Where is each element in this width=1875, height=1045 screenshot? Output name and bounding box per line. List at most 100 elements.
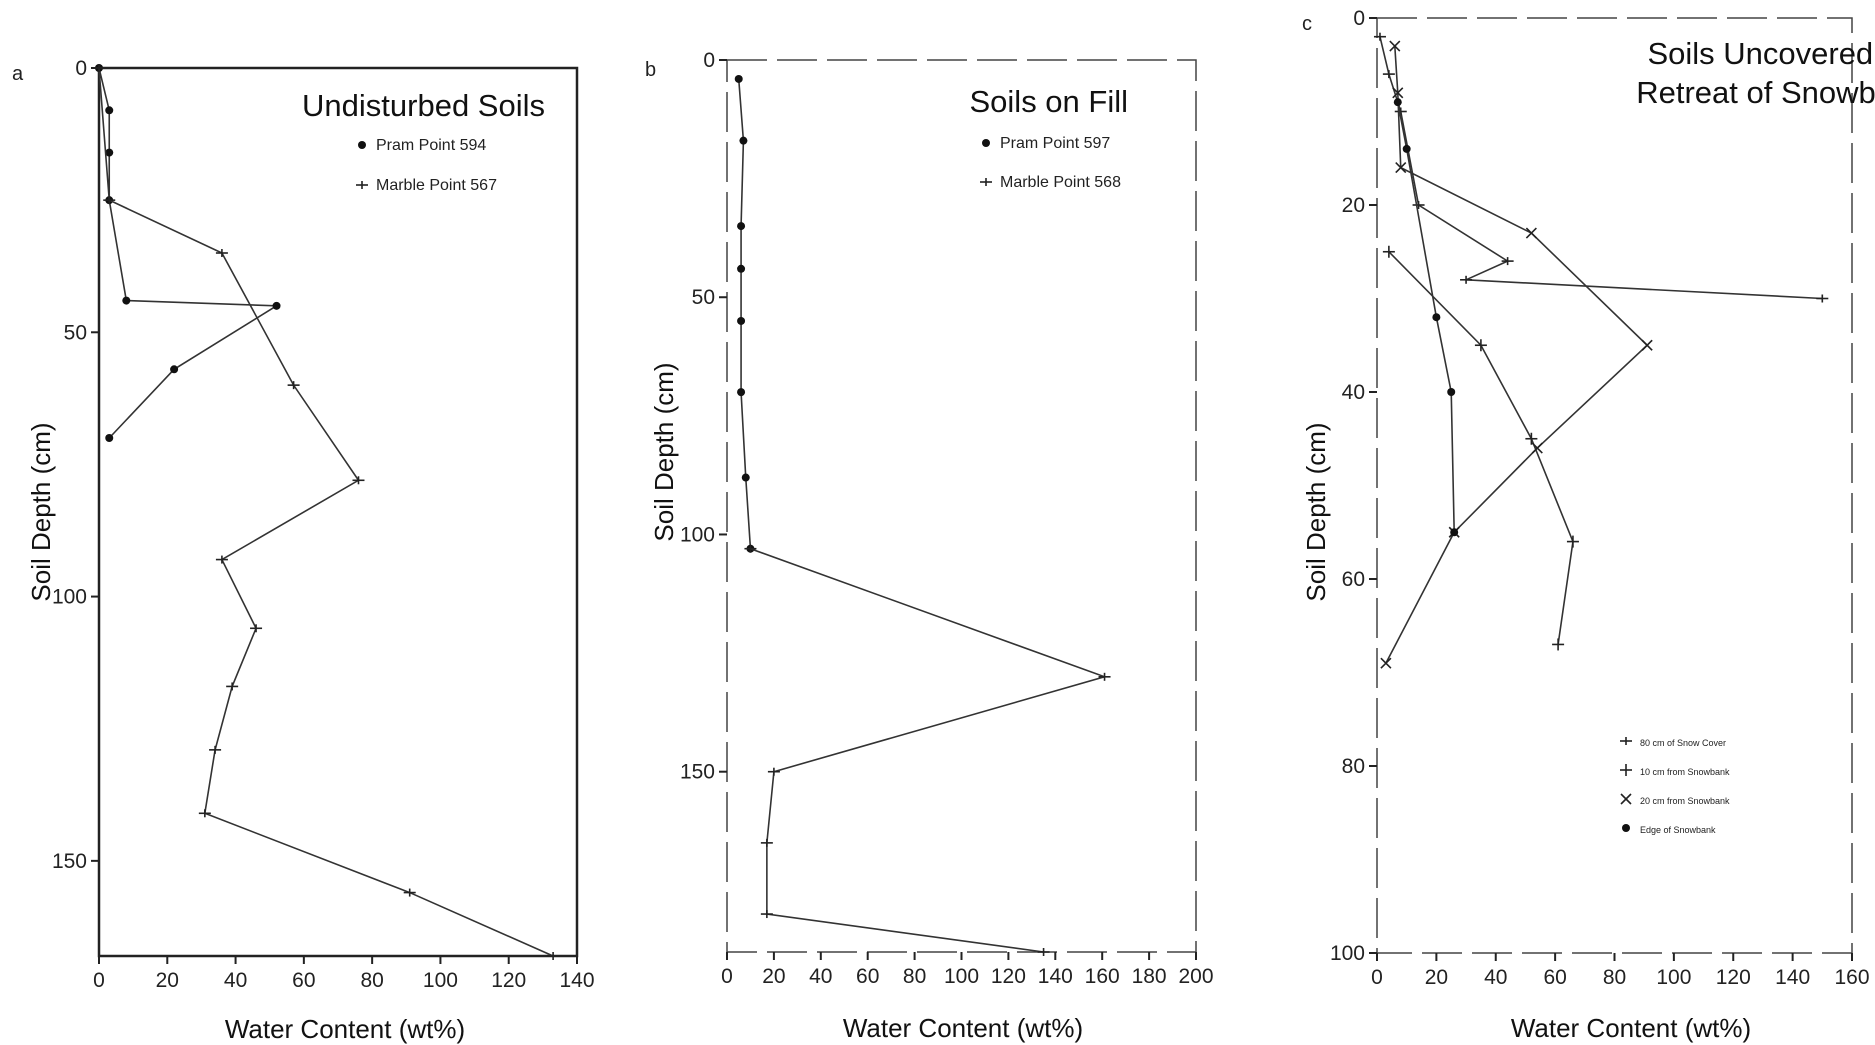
panel-a-x-tick-label-4: 80 <box>360 969 383 992</box>
panel-c-series-1-marker-0 <box>1382 245 1395 258</box>
panel-b-series-0-line <box>737 78 752 549</box>
panel-b-x-tick-label-6: 120 <box>991 965 1026 988</box>
panel-c-series-2-marker-3 <box>1525 227 1537 239</box>
panel-b-legend-item-0: Pram Point 597 <box>982 135 1110 152</box>
panel-a-series-0-marker-7 <box>105 434 114 442</box>
panel-c-legend-item-3: Edge of Snowbank <box>1622 824 1716 835</box>
panel-a-x-tick-label-5: 100 <box>423 969 458 992</box>
panel-b-series-0-marker-1 <box>739 136 748 145</box>
panel-a-series-1-marker-6 <box>250 624 263 633</box>
panel-c-x-tick-label-5: 100 <box>1656 966 1691 989</box>
panel-a-series-1-marker-3 <box>287 381 300 390</box>
panel-c-series-0-marker-0 <box>1373 32 1386 41</box>
panel-b-series-0-marker-6 <box>741 473 750 482</box>
panel-b-series-1-line <box>750 547 1108 953</box>
panel-c-x-axis-label: Water Content (wt%) <box>1511 1013 1751 1043</box>
panel-c-series-1 <box>1382 245 1579 651</box>
panel-c-y-tick-label-0: 0 <box>1353 7 1365 30</box>
panel-c-series-3 <box>1393 98 1459 537</box>
panel-c-series-0-marker-6 <box>1816 294 1829 303</box>
panel-c-legend-label-2: 20 cm from Snowbank <box>1640 796 1730 806</box>
panel-b-x-ticks: 0 20 40 60 80 100 120 140 160 180 200 <box>721 952 1214 988</box>
panel-c-series-3-marker-2 <box>1432 313 1441 322</box>
panel-a-x-tick-label-7: 140 <box>559 969 594 992</box>
panel-b-x-tick-label-2: 40 <box>809 965 832 988</box>
panel-b-series-1-marker-0 <box>744 544 757 553</box>
panel-b-legend-0-marker-0 <box>982 139 990 147</box>
panel-c-series-2-marker-4 <box>1641 339 1653 351</box>
panel-c-series-2 <box>1380 40 1653 669</box>
panel-c-x-tick-label-8: 160 <box>1834 966 1869 989</box>
panel-a-y-tick-label-2: 100 <box>52 586 87 609</box>
panel-c-legend-1-marker-0 <box>1620 764 1632 776</box>
panel-c-series-2-marker-2 <box>1395 162 1407 174</box>
panel-b-x-tick-label-10: 200 <box>1178 965 1213 988</box>
panel-b-legend-label-0: Pram Point 597 <box>1000 135 1110 152</box>
panel-c-y-tick-label-4: 80 <box>1342 755 1365 778</box>
panel-b-y-tick-label-3: 150 <box>680 761 715 784</box>
panel-a-x-tick-label-0: 0 <box>93 969 105 992</box>
panel-b-legend-label-1: Marble Point 568 <box>1000 174 1121 191</box>
panel-b-series-0 <box>734 74 755 553</box>
panel-a-y-ticks: 0 50 100 150 <box>52 57 99 873</box>
panel-c-legend-label-3: Edge of Snowbank <box>1640 825 1716 835</box>
panel-c-series-0 <box>1373 32 1829 303</box>
panel-b-chart: b Soils on Fill Water Content (wt%) Soil… <box>645 49 1214 1043</box>
panel-c-series-1-line <box>1388 251 1574 645</box>
panel-a-series-1-marker-4 <box>352 476 365 485</box>
panel-b-series-0-marker-0 <box>734 74 743 83</box>
panel-c-legend-item-2: 20 cm from Snowbank <box>1620 793 1730 806</box>
panel-b-series-0-marker-2 <box>737 222 746 231</box>
panel-a-x-tick-label-6: 120 <box>491 969 526 992</box>
panel-a-legend-label-1: Marble Point 567 <box>376 177 497 194</box>
panel-b-x-tick-label-8: 160 <box>1085 965 1120 988</box>
panel-a-legend-item-0: Pram Point 594 <box>358 137 486 154</box>
panel-b-series-0-marker-4 <box>737 316 746 325</box>
panel-a-series <box>93 64 560 960</box>
panel-c-y-tick-label-5: 100 <box>1330 942 1365 965</box>
panel-b-series-1 <box>744 544 1111 956</box>
panel-a-x-tick-label-2: 40 <box>224 969 247 992</box>
panel-c-legend-item-1: 10 cm from Snowbank <box>1620 764 1730 777</box>
panel-c-series-1-marker-4 <box>1552 638 1565 651</box>
panel-c-x-tick-label-6: 120 <box>1716 966 1751 989</box>
panel-c-legend-label-0: 80 cm of Snow Cover <box>1640 738 1726 748</box>
panel-a-x-ticks: 0 20 40 60 80 100 120 140 <box>93 956 595 992</box>
panel-a-legend-0-marker-0 <box>358 141 366 149</box>
panel-a-chart: a Undisturbed Soils Water Content (wt%) … <box>12 57 595 1044</box>
panel-b-title: Soils on Fill <box>970 84 1129 119</box>
panel-a-series-0-marker-6 <box>170 365 179 374</box>
panel-c-letter: c <box>1302 13 1312 35</box>
panel-c-series-1-marker-3 <box>1566 535 1579 548</box>
panel-c-y-ticks: 0 20 40 60 80 100 <box>1330 7 1377 965</box>
panel-b-legend-1-marker-0 <box>980 178 992 186</box>
panel-c-series-2-marker-0 <box>1389 40 1401 52</box>
panel-c-legend-3-marker-0 <box>1622 824 1630 832</box>
panel-a-series-1-marker-7 <box>226 682 239 691</box>
panel-b-x-tick-label-9: 180 <box>1132 965 1167 988</box>
panel-b-series-1-marker-5 <box>1037 948 1050 956</box>
panel-c-plot-frame <box>1376 17 1853 954</box>
panel-a-y-tick-label-1: 50 <box>64 321 87 344</box>
panel-c-x-tick-label-2: 40 <box>1484 966 1507 989</box>
panel-c-y-tick-label-3: 60 <box>1342 568 1365 591</box>
panel-c-series-3-line <box>1396 102 1455 533</box>
panel-a-legend-label-0: Pram Point 594 <box>376 137 486 154</box>
panel-a-series-0-marker-2 <box>105 148 114 157</box>
panel-a-y-axis-label: Soil Depth (cm) <box>26 422 56 601</box>
panel-a-series-1-marker-11 <box>547 952 560 960</box>
panel-b-series-0-marker-5 <box>737 388 746 397</box>
panel-b-series <box>734 74 1111 956</box>
panel-c-series-2-marker-5 <box>1531 442 1543 454</box>
panel-a-series-0-marker-1 <box>105 106 114 115</box>
panel-a-series-0-marker-5 <box>272 301 281 310</box>
panel-a-letter: a <box>12 63 24 85</box>
panel-c-series-3-marker-0 <box>1393 98 1402 107</box>
panel-c-x-ticks: 0 20 40 60 80 100 120 140 160 <box>1371 953 1870 989</box>
panel-a-legend: Pram Point 594 Marble Point 567 <box>356 137 497 194</box>
panel-c-series-2-line <box>1385 45 1649 664</box>
panel-b-legend: Pram Point 597 Marble Point 568 <box>980 135 1121 191</box>
panel-c-series-2-marker-1 <box>1392 87 1404 99</box>
panel-a-series-0-line <box>98 67 280 439</box>
